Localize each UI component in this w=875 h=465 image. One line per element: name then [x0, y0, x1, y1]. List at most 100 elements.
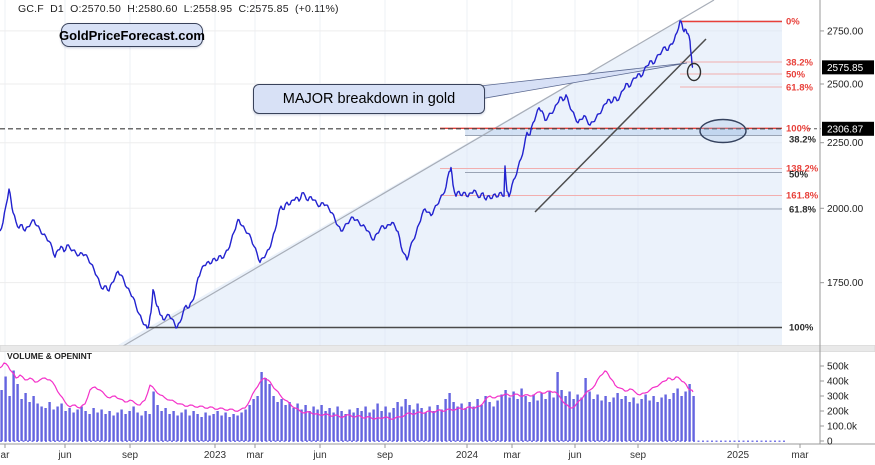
volume-bar: [56, 406, 59, 441]
volume-bar: [48, 402, 51, 441]
volume-bar: [652, 396, 655, 441]
volume-bar: [308, 411, 311, 441]
volume-bar: [104, 414, 107, 441]
volume-bar: [432, 411, 435, 441]
volume-bar: [204, 412, 207, 441]
volume-bar: [496, 400, 499, 441]
volume-bar: [284, 405, 287, 441]
volume-bar: [344, 414, 347, 441]
volume-bar: [196, 414, 199, 441]
open-interest-line: [0, 362, 694, 420]
panel-separator: [0, 345, 875, 352]
breakdown-circle-annotation: [686, 62, 702, 82]
volume-bar: [588, 391, 591, 441]
volume-bar: [492, 406, 495, 441]
channel-shade: [118, 20, 782, 345]
volume-bar: [404, 399, 407, 441]
volume-bar: [512, 391, 515, 441]
time-tick-label: sep: [122, 450, 139, 461]
volume-bar: [380, 411, 383, 441]
fib-red-label: 38.2%: [786, 58, 813, 69]
volume-bar: [488, 402, 491, 441]
volume-bar: [292, 408, 295, 441]
volume-bar: [476, 399, 479, 441]
volume-bar: [352, 412, 355, 441]
volume-bar: [316, 409, 319, 441]
fib-zone-strip: [465, 129, 782, 136]
volume-bar: [472, 406, 475, 441]
volume-bar: [96, 412, 99, 441]
volume-bar: [584, 378, 587, 441]
volume-tick-label: 300k: [827, 392, 850, 403]
volume-bar: [676, 388, 679, 441]
volume-bar: [152, 391, 155, 441]
volume-bar: [144, 411, 147, 441]
volume-bar: [208, 415, 211, 441]
price-tick-label: 2250.00: [827, 138, 864, 149]
fib-red-label: 0%: [786, 17, 800, 28]
volume-bar: [480, 405, 483, 441]
volume-bar: [392, 408, 395, 441]
volume-bar: [304, 405, 307, 441]
price-tick-label: 1750.00: [827, 278, 864, 289]
volume-bar: [384, 406, 387, 441]
volume-bar: [464, 408, 467, 441]
volume-bar: [620, 399, 623, 441]
volume-bar: [484, 396, 487, 441]
volume-bar: [688, 384, 691, 441]
volume-bar: [24, 393, 27, 441]
volume-bar: [364, 406, 367, 441]
time-tick-label: jun: [57, 450, 71, 461]
volume-bar: [444, 399, 447, 441]
time-tick-label: ar: [1, 450, 11, 461]
volume-bar: [100, 409, 103, 441]
time-tick-label: mar: [791, 450, 809, 461]
volume-tick-label: 0: [827, 437, 833, 448]
volume-bar: [424, 412, 427, 441]
volume-bar: [360, 411, 363, 441]
volume-bar: [504, 390, 507, 441]
volume-bar: [672, 393, 675, 441]
volume-bar: [80, 406, 83, 441]
volume-bar: [388, 412, 391, 441]
volume-bar: [240, 412, 243, 441]
volume-bar: [20, 399, 23, 441]
volume-bar: [76, 409, 79, 441]
volume-bar: [244, 409, 247, 441]
volume-bar: [572, 399, 575, 441]
volume-bar: [452, 402, 455, 441]
volume-bar: [68, 408, 71, 441]
time-tick-label: jun: [312, 450, 326, 461]
volume-bar: [648, 400, 651, 441]
volume-bar: [692, 396, 695, 441]
volume-bar: [532, 394, 535, 441]
volume-bar: [4, 376, 7, 441]
fib-red-label: 161.8%: [786, 191, 819, 202]
volume-bar: [600, 400, 603, 441]
volume-bar: [120, 409, 123, 441]
volume-tick-label: 500k: [827, 362, 850, 373]
volume-bar: [132, 406, 135, 441]
volume-bar: [276, 402, 279, 441]
volume-bar: [468, 402, 471, 441]
volume-bar: [416, 403, 419, 441]
volume-bar: [320, 405, 323, 441]
fib-black-label: 50%: [789, 170, 809, 181]
volume-bar: [544, 399, 547, 441]
volume-bar: [368, 412, 371, 441]
volume-bar: [60, 403, 63, 441]
time-tick-label: 2023: [204, 450, 227, 461]
breakdown-annotation-box: MAJOR breakdown in gold: [253, 84, 485, 114]
price-line: [0, 20, 694, 329]
volume-bar: [336, 406, 339, 441]
volume-bar: [264, 378, 267, 441]
fib-black-label: 38.2%: [789, 135, 816, 146]
fib-red-label: 61.8%: [786, 83, 813, 94]
volume-bar: [112, 415, 115, 441]
volume-bar: [160, 411, 163, 441]
volume-bar: [660, 397, 663, 441]
volume-bar: [412, 409, 415, 441]
volume-bar: [548, 391, 551, 441]
volume-bar: [356, 408, 359, 441]
